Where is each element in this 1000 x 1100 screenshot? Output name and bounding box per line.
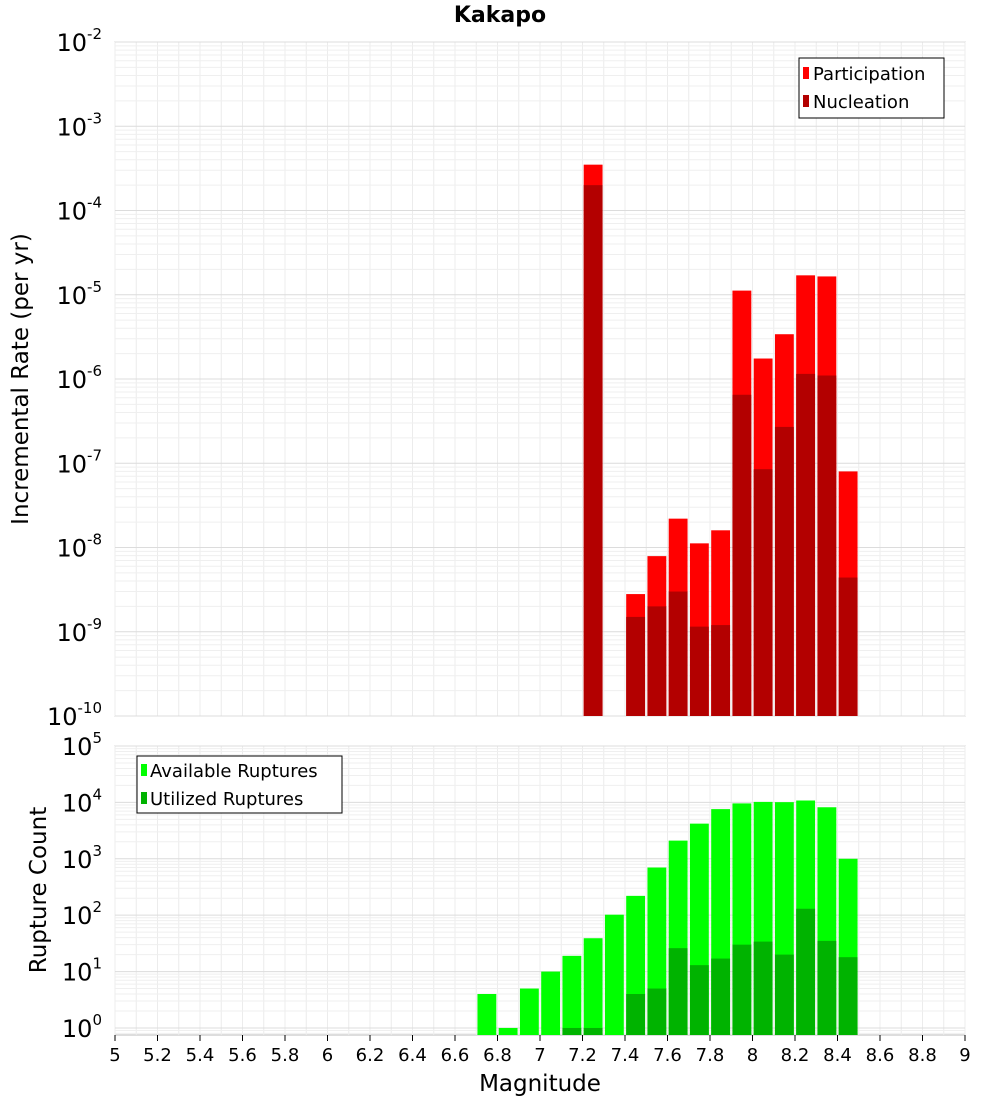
x-tick-label: 5 [109,1045,120,1066]
x-tick-label: 7 [534,1045,545,1066]
bar-nucleation [711,625,731,716]
x-tick-label: 7.2 [568,1045,597,1066]
x-tick-label: 5.6 [228,1045,257,1066]
bar-available-ruptures [583,938,603,1035]
x-tick-label: 6.2 [356,1045,385,1066]
x-axis-label: Magnitude [479,1071,601,1097]
y-tick-label: 10-8 [56,531,102,563]
bar-utilized-ruptures [817,940,837,1035]
x-tick-label: 6.4 [398,1045,427,1066]
x-tick-label: 7.4 [611,1045,640,1066]
y-tick-label: 101 [62,955,102,987]
bar-available-ruptures [541,971,561,1035]
y-tick-label: 10-9 [56,615,102,647]
bar-utilized-ruptures [732,944,752,1035]
bottom-panel: 100 101 102 103 104 105 5 5.2 5.4 5.6 5.8 6 6.2 6.4 6… [26,729,971,1097]
bar-available-ruptures [604,914,624,1035]
x-tick-label: 5.8 [271,1045,300,1066]
x-tick-label: 8.4 [823,1045,852,1066]
bottom-legend-box [136,755,343,814]
bar-available-ruptures [519,988,539,1035]
bar-nucleation [626,616,646,716]
y-tick-label: 105 [62,729,102,761]
bar-available-ruptures [562,955,582,1035]
x-tick-label: 8.8 [908,1045,937,1066]
legend-label-participation: Participation [813,64,925,85]
bar-nucleation [753,469,773,716]
bar-available-ruptures [498,1027,518,1035]
bar-available-ruptures [477,994,497,1035]
y-tick-label: 10-10 [47,699,102,731]
y-tick-label: 10-6 [56,362,102,394]
top-legend: Participation Nucleation [798,57,945,119]
bar-utilized-ruptures [838,957,858,1035]
y-tick-label: 10-3 [56,109,102,141]
top-y-tick-labels: 10-10 10-9 10-8 10-7 10-6 10-5 10-4 10-3 10-2 [47,25,102,731]
x-tick-label: 8.6 [866,1045,895,1066]
bar-utilized-ruptures [647,988,667,1035]
bar-nucleation [817,375,837,716]
x-tick-label: 8 [747,1045,758,1066]
bar-nucleation [647,606,667,716]
bar-nucleation [774,426,794,716]
top-bars [583,164,858,717]
y-tick-label: 10-5 [56,278,102,310]
y-tick-label: 104 [62,785,102,817]
legend-swatch-utilized [141,792,147,804]
legend-swatch-participation [803,67,809,79]
x-tick-label: 8.2 [781,1045,810,1066]
bar-nucleation [838,577,858,716]
x-tick-label: 9 [959,1045,970,1066]
legend-swatch-available [141,764,147,776]
x-tick-label: 5.4 [186,1045,215,1066]
bar-utilized-ruptures [668,948,688,1035]
chart-title: Kakapo [454,3,546,28]
top-panel: 10-10 10-9 10-8 10-7 10-6 10-5 10-4 10-3 10-2 In… [8,25,966,731]
legend-swatch-nucleation [803,95,809,107]
x-tick-label: 7.6 [653,1045,682,1066]
bar-nucleation [796,373,816,716]
bar-utilized-ruptures [774,954,794,1035]
bottom-y-tick-labels: 100 101 102 103 104 105 [62,729,102,1043]
bar-utilized-ruptures [689,965,709,1035]
top-y-axis-label: Incremental Rate (per yr) [8,233,34,525]
bar-utilized-ruptures [796,908,816,1035]
top-legend-box [798,57,945,119]
bar-nucleation [668,591,688,716]
legend-label-available: Available Ruptures [150,761,318,782]
y-tick-label: 100 [62,1011,102,1043]
bar-nucleation [732,394,752,716]
legend-label-nucleation: Nucleation [813,92,909,113]
x-tick-label: 6.6 [441,1045,470,1066]
bar-utilized-ruptures [753,941,773,1035]
bar-utilized-ruptures [583,1027,603,1035]
x-tick-labels: 5 5.2 5.4 5.6 5.8 6 6.2 6.4 6.6 6.8 7 7.2 7.4 7.6 7.8 8… [109,1035,971,1066]
y-tick-label: 10-4 [56,194,102,226]
bottom-y-axis-label: Rupture Count [26,807,52,973]
y-tick-label: 10-2 [56,25,102,57]
bar-utilized-ruptures [562,1027,582,1035]
x-tick-label: 6 [322,1045,333,1066]
bottom-bars [477,800,858,1035]
y-tick-label: 10-7 [56,446,102,478]
y-tick-label: 102 [62,898,102,930]
bar-utilized-ruptures [626,994,646,1035]
x-tick-label: 6.8 [483,1045,512,1066]
x-tick-label: 5.2 [143,1045,172,1066]
x-tick-label: 7.8 [696,1045,725,1066]
top-grid [114,41,966,717]
bar-utilized-ruptures [711,958,731,1035]
legend-label-utilized: Utilized Ruptures [150,789,303,810]
bar-nucleation [689,626,709,716]
bottom-legend: Available Ruptures Utilized Ruptures [136,755,343,814]
bar-nucleation [583,185,603,716]
y-tick-label: 103 [62,842,102,874]
